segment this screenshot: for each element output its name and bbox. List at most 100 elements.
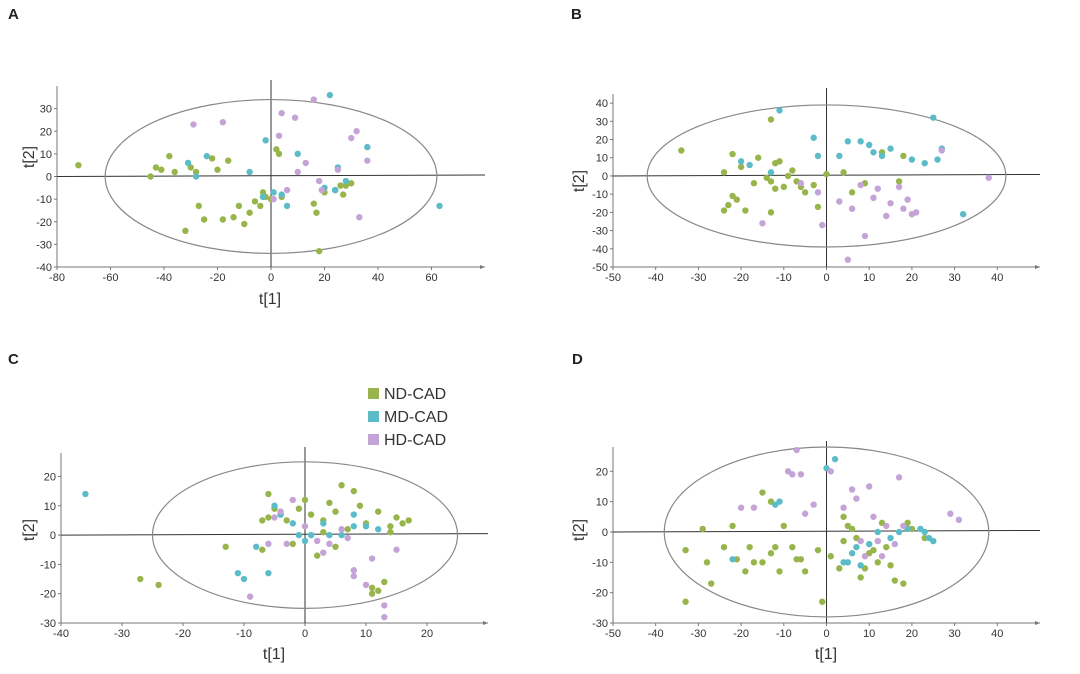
panel-b-point-hd-cad [870, 194, 877, 201]
panel-b-point-nd-cad [737, 163, 745, 171]
panel-c-point-hd-cad [320, 549, 327, 556]
panel-a-point-nd-cad [214, 166, 221, 173]
panel-c-point-md-cad [253, 543, 260, 550]
panel-d-point-nd-cad [840, 537, 847, 545]
panel-c-y-tick-label: -30 [40, 618, 56, 630]
panel-a-point-hd-cad [219, 119, 227, 126]
panel-d-y-tick-label: -20 [592, 588, 608, 600]
panel-b-point-nd-cad [772, 185, 779, 192]
panel-a-point-nd-cad [219, 216, 227, 223]
panel-d-point-hd-cad [848, 486, 856, 493]
panel-a-point-hd-cad [278, 109, 285, 117]
panel-b-x-tick-label: 10 [863, 272, 875, 284]
panel-c-point-nd-cad [375, 508, 382, 515]
panel-d-confidence-ellipse [663, 446, 990, 618]
panel-a-point-hd-cad [283, 186, 291, 194]
panel-a-point-md-cad [436, 202, 443, 210]
panel-c-point-hd-cad [314, 537, 321, 545]
panel-c-point-md-cad [362, 523, 370, 530]
panel-d-point-nd-cad [750, 559, 758, 566]
panel-c-point-hd-cad [289, 496, 296, 504]
legend-label-nd-cad: ND-CAD [384, 386, 446, 403]
panel-a-point-nd-cad [230, 214, 237, 221]
panel-d-point-md-cad [776, 498, 783, 505]
panel-d-x-tick-label: 30 [948, 628, 960, 640]
panel-b-point-nd-cad [725, 201, 732, 209]
panel-a-y-tick-label: 30 [40, 104, 52, 116]
panel-c-point-nd-cad [344, 526, 351, 533]
panel-c-x-tick-label: 10 [360, 628, 372, 640]
panel-c-point-nd-cad [295, 505, 303, 512]
panel-b-point-md-cad [746, 161, 753, 169]
panel-c-y-tick-label: 10 [44, 501, 56, 513]
panel-b-point-md-cad [776, 107, 783, 114]
panel-a-x-tick-label: -20 [210, 272, 226, 284]
panel-b-point-md-cad [870, 149, 877, 156]
panel-b-x-axis-arrow [1035, 265, 1040, 269]
panel-c-x-tick-label: -10 [236, 628, 252, 640]
panel-b-point-md-cad [930, 114, 937, 121]
panel-c-point-hd-cad [362, 581, 370, 589]
panel-a-y-tick-label: -10 [36, 194, 52, 206]
panel-c-x-tick-label: -30 [114, 628, 130, 640]
panel-a-point-nd-cad [147, 173, 154, 180]
panel-d-point-nd-cad [708, 580, 715, 587]
panel-b-point-hd-cad [900, 205, 907, 212]
panel-a-x-tick-label: -40 [156, 272, 172, 284]
panel-c-y-tick-label: -20 [40, 589, 56, 601]
legend-swatch-nd-cad [368, 388, 379, 399]
panel-a-point-hd-cad [356, 214, 363, 221]
panel-b-point-hd-cad [985, 174, 992, 181]
panel-b-point-nd-cad [750, 180, 758, 187]
panel-c-point-nd-cad [332, 508, 339, 515]
panel-a-point-hd-cad [302, 159, 309, 167]
panel-d-point-hd-cad [878, 553, 886, 560]
panel-a-point-md-cad [203, 152, 210, 160]
panel-c-point-md-cad [326, 531, 333, 539]
panel-d-point-md-cad [848, 550, 856, 557]
panel-d-point-hd-cad [853, 495, 860, 502]
panel-b-x-tick-label: 40 [991, 272, 1003, 284]
panel-d-point-hd-cad [891, 540, 899, 548]
panel-c-point-md-cad [271, 502, 278, 509]
panel-c-point-hd-cad [301, 523, 309, 530]
panel-d-point-nd-cad [819, 598, 826, 605]
panel-a-point-nd-cad [152, 164, 160, 171]
panel-d-point-nd-cad [767, 550, 775, 557]
panel-a-point-nd-cad [166, 152, 173, 160]
panel-C-label: C [8, 351, 19, 368]
panel-d-x-tick-label: -20 [733, 628, 749, 640]
panel-b-point-hd-cad [814, 189, 822, 196]
panel-c-point-md-cad [301, 537, 309, 545]
panel-a-point-md-cad [262, 137, 269, 144]
panel-b-point-md-cad [857, 138, 864, 145]
panel-a-point-nd-cad [257, 202, 264, 210]
panel-b-point-nd-cad [823, 170, 830, 178]
panel-a-y-tick-label: -40 [36, 262, 52, 274]
panel-c-confidence-ellipse [151, 461, 459, 609]
panel-c-y-axis-title: t[2] [21, 519, 38, 541]
panel-c-y-tick-label: 0 [50, 530, 56, 542]
panel-c-point-hd-cad [381, 613, 388, 621]
panel-d-point-nd-cad [814, 546, 822, 554]
panel-d-y-tick-label: -30 [592, 618, 608, 630]
panel-a-x-tick-label: 20 [318, 272, 330, 284]
panel-b-x-tick-label: -10 [776, 272, 792, 284]
panel-a-point-md-cad [246, 168, 253, 176]
panel-b-point-md-cad [737, 158, 745, 165]
panel-a-point-nd-cad [192, 168, 200, 176]
panel-d-point-hd-cad [737, 504, 745, 511]
panel-b-point-md-cad [836, 152, 843, 160]
panel-a-point-nd-cad [208, 155, 216, 162]
panel-A-plot: -40 -30 -20 -10 0 10 20 30 -80 -60 -40 -20 0 20 40 60 t[… [21, 80, 486, 308]
panel-b-point-nd-cad [720, 207, 728, 214]
panel-d-point-nd-cad [789, 543, 796, 551]
panel-a-point-md-cad [270, 189, 277, 196]
panel-a-x-axis-title: t[1] [259, 291, 281, 308]
panel-c-horizontal-zero-line [60, 533, 489, 536]
panel-d-point-md-cad [887, 534, 894, 542]
panel-a-point-hd-cad [353, 128, 360, 135]
panel-c-x-tick-label: -40 [53, 628, 69, 640]
panel-c-point-hd-cad [277, 508, 284, 515]
panel-a-point-nd-cad [246, 209, 253, 216]
